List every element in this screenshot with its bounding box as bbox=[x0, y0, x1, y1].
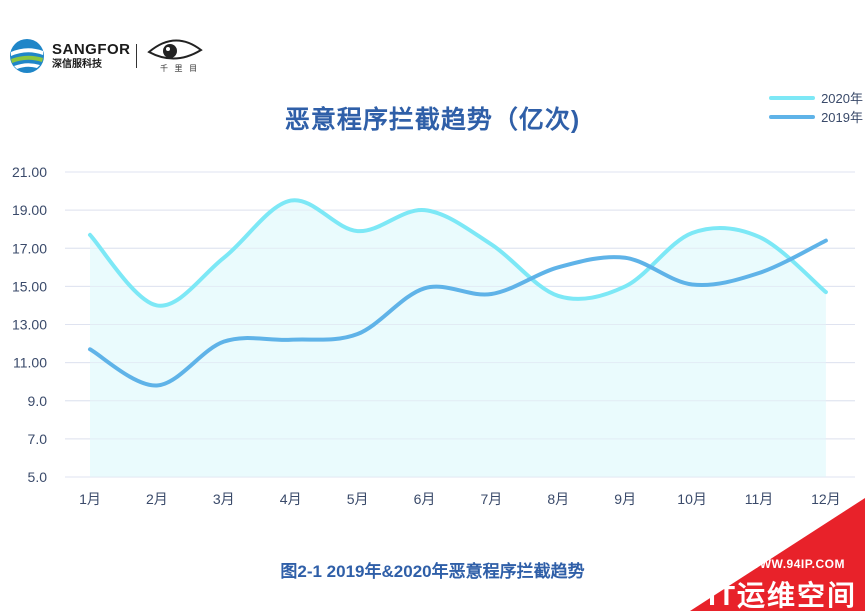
x-tick-label: 6月 bbox=[414, 491, 436, 507]
y-tick-label: 5.0 bbox=[28, 469, 48, 485]
y-tick-label: 11.00 bbox=[13, 355, 47, 371]
y-tick-label: 7.0 bbox=[28, 431, 48, 447]
legend-item-2019: 2019年 bbox=[769, 107, 863, 126]
watermark-name: IT运维空间 bbox=[708, 580, 857, 611]
x-tick-label: 8月 bbox=[547, 491, 569, 507]
x-tick-label: 2月 bbox=[146, 491, 168, 507]
legend-label-2020: 2020年 bbox=[821, 91, 863, 106]
series-line-2019 bbox=[88, 238, 828, 388]
figure-caption: 图2-1 2019年&2020年恶意程序拦截趋势 bbox=[280, 562, 585, 581]
x-tick-label: 11月 bbox=[745, 491, 774, 507]
x-tick-label: 7月 bbox=[481, 491, 503, 507]
logo-divider bbox=[136, 44, 137, 68]
y-tick-label: 13.00 bbox=[12, 317, 47, 333]
furthereye-eye-icon bbox=[147, 39, 203, 60]
series-line-2020 bbox=[88, 198, 828, 308]
legend-swatch-2019 bbox=[769, 114, 816, 119]
brand-subtitle: 深信服科技 bbox=[52, 59, 102, 70]
x-tick-label: 3月 bbox=[213, 491, 235, 507]
x-tick-label: 5月 bbox=[347, 491, 369, 507]
y-tick-label: 17.00 bbox=[12, 240, 47, 256]
x-tick-label: 10月 bbox=[677, 491, 707, 507]
watermark-url: WWW.94IP.COM bbox=[747, 557, 845, 571]
x-tick-label: 4月 bbox=[280, 491, 302, 507]
x-tick-label: 1月 bbox=[79, 491, 101, 507]
area-fill-2020 bbox=[90, 200, 826, 477]
legend-swatch-2020 bbox=[769, 95, 816, 100]
sangfor-logo: SANGFOR 深信服科技 bbox=[8, 36, 131, 76]
y-tick-label: 15.00 bbox=[12, 278, 47, 294]
legend-label-2019: 2019年 bbox=[821, 110, 863, 125]
x-tick-label: 9月 bbox=[614, 491, 636, 507]
y-tick-label: 21.00 bbox=[12, 164, 47, 180]
chart-title: 恶意程序拦截趋势（亿次) bbox=[284, 106, 581, 134]
x-tick-label: 12月 bbox=[811, 491, 841, 507]
furthereye-caption: 千 里 目 bbox=[160, 64, 200, 73]
brand-name: SANGFOR bbox=[52, 41, 131, 58]
legend: 2020年 2019年 bbox=[769, 88, 863, 126]
legend-item-2020: 2020年 bbox=[769, 88, 863, 107]
y-tick-label: 19.00 bbox=[12, 202, 47, 218]
y-tick-label: 9.0 bbox=[28, 393, 48, 409]
sangfor-globe-icon bbox=[10, 39, 44, 73]
